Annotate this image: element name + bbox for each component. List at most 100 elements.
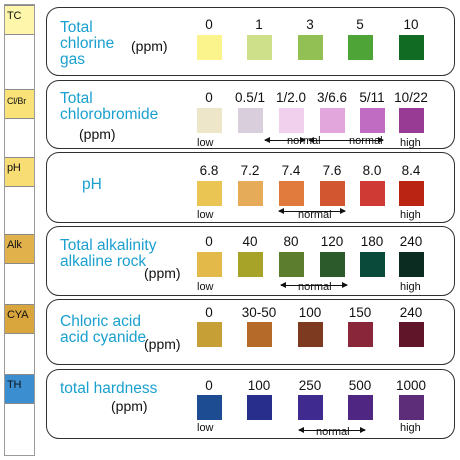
panel-total-alkalinity: Total alkalinity alkaline rock (ppm) 0 4… — [46, 226, 455, 296]
scale-value: 500 — [348, 378, 372, 393]
scale-value: 5/11 — [359, 90, 385, 105]
normal-range-arrow — [280, 282, 348, 288]
scale-value: 6.8 — [199, 163, 219, 178]
normal-label: normal — [298, 209, 332, 221]
color-swatch — [197, 108, 222, 133]
panel-chloric-acid: Chloric acid acid cyanide (ppm) 0 30-50 … — [46, 299, 455, 365]
color-swatch — [238, 252, 263, 277]
low-label: low — [197, 209, 214, 221]
normal-range-arrow — [308, 137, 384, 143]
scale-value: 0 — [205, 17, 213, 32]
scale-value: 10/22 — [394, 90, 428, 105]
scale-value: 7.4 — [281, 163, 301, 178]
color-swatch — [197, 322, 222, 347]
color-swatch — [298, 322, 323, 347]
scale-value: 0 — [205, 305, 213, 320]
normal-label: normal — [349, 135, 383, 147]
color-swatch — [360, 108, 385, 133]
low-label: low — [197, 422, 214, 434]
color-swatch — [399, 322, 424, 347]
color-swatch — [399, 35, 424, 60]
panel-title: Total chlorine gas — [60, 19, 115, 68]
pad-cya: CYA — [5, 304, 34, 334]
color-swatch — [399, 252, 424, 277]
high-label: high — [400, 422, 421, 434]
high-label: high — [400, 281, 421, 293]
unit-label: (ppm) — [144, 265, 181, 281]
scale-value: 1000 — [395, 378, 427, 393]
scale-value: 7.2 — [240, 163, 260, 178]
color-swatch — [197, 181, 222, 206]
normal-label: normal — [287, 135, 321, 147]
scale-value: 8.0 — [362, 163, 382, 178]
color-swatch — [279, 252, 304, 277]
color-swatch — [197, 252, 222, 277]
normal-label: normal — [316, 426, 350, 438]
color-swatch — [348, 395, 373, 420]
panel-title: pH — [82, 176, 102, 193]
panel-title: Total chlorobromide — [60, 90, 159, 123]
color-swatch — [247, 322, 272, 347]
color-swatch — [399, 181, 424, 206]
high-label: high — [400, 209, 421, 221]
low-label: low — [197, 137, 214, 149]
pad-ph: pH — [5, 157, 34, 187]
scale-value: 80 — [283, 234, 299, 249]
color-swatch — [197, 395, 222, 420]
color-swatch — [247, 35, 272, 60]
high-label: high — [400, 137, 421, 149]
scale-value: 0 — [205, 90, 213, 105]
panel-ph: pH 6.8 7.2 7.4 7.6 8.0 8.4 low normal hi… — [46, 152, 455, 223]
unit-label: (ppm) — [111, 398, 148, 414]
color-swatch — [238, 181, 263, 206]
scale-value: 1/2.0 — [275, 90, 307, 105]
panel-title: Total alkalinity alkaline rock — [60, 237, 157, 270]
scale-value: 180 — [360, 234, 384, 249]
color-swatch — [298, 395, 323, 420]
normal-range-arrow — [264, 137, 306, 143]
normal-range-arrow — [298, 427, 366, 433]
pad-tc: TC — [5, 5, 34, 35]
color-swatch — [197, 35, 222, 60]
color-swatch — [238, 108, 263, 133]
color-swatch — [399, 108, 424, 133]
normal-label: normal — [298, 281, 332, 293]
scale-value: 3 — [306, 17, 314, 32]
scale-value: 250 — [298, 378, 322, 393]
panel-title: total hardness — [60, 380, 158, 397]
color-swatch — [298, 35, 323, 60]
scale-value: 150 — [348, 305, 372, 320]
test-strip: TC Cl/Br pH Alk CYA TH — [4, 4, 35, 456]
scale-value: 0.5/1 — [234, 90, 266, 105]
scale-value: 100 — [247, 378, 271, 393]
pad-cl-br: Cl/Br — [5, 89, 34, 119]
color-swatch — [320, 252, 345, 277]
scale-value: 10 — [403, 17, 419, 32]
scale-value: 240 — [399, 234, 423, 249]
scale-value: 0 — [205, 378, 213, 393]
color-swatch — [348, 35, 373, 60]
pad-alk: Alk — [5, 234, 34, 264]
pad-th: TH — [5, 374, 34, 404]
color-swatch — [399, 395, 424, 420]
scale-value: 7.6 — [322, 163, 342, 178]
scale-value: 0 — [205, 234, 213, 249]
scale-value: 120 — [320, 234, 344, 249]
color-swatch — [320, 181, 345, 206]
color-swatch — [247, 395, 272, 420]
color-swatch — [360, 252, 385, 277]
unit-label: (ppm) — [131, 38, 168, 54]
scale-value: 100 — [298, 305, 322, 320]
panel-total-chlorobromide: Total chlorobromide (ppm) 0 0.5/1 1/2.0 … — [46, 80, 455, 149]
scale-value: 40 — [242, 234, 258, 249]
scale-value: 240 — [399, 305, 423, 320]
scale-value: 1 — [255, 17, 263, 32]
scale-value: 3/6.6 — [316, 90, 348, 105]
color-swatch — [348, 322, 373, 347]
color-swatch — [279, 108, 304, 133]
normal-range-arrow — [278, 208, 346, 214]
panel-total-chlorine: Total chlorine gas (ppm) 0 1 3 5 10 — [46, 7, 455, 76]
unit-label: (ppm) — [79, 126, 116, 142]
low-label: low — [197, 281, 214, 293]
color-swatch — [360, 181, 385, 206]
